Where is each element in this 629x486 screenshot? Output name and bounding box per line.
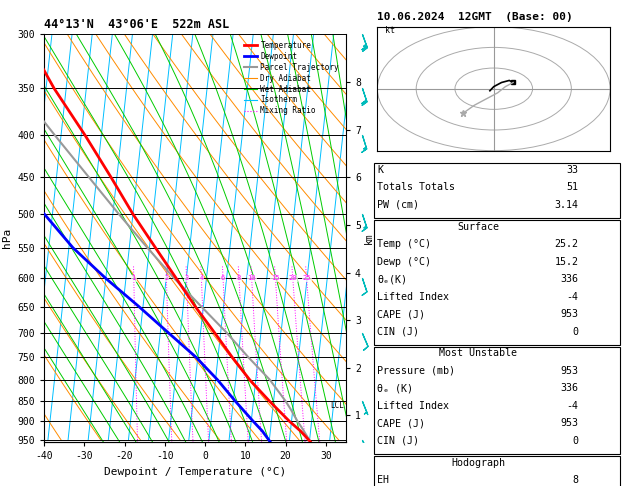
Text: 2: 2: [164, 276, 169, 281]
Y-axis label: hPa: hPa: [2, 228, 12, 248]
Text: 0: 0: [572, 327, 579, 337]
Text: EH: EH: [377, 475, 389, 486]
Text: Temp (°C): Temp (°C): [377, 239, 431, 249]
Text: kt: kt: [385, 26, 395, 35]
Text: θₑ(K): θₑ(K): [377, 274, 408, 284]
Text: PW (cm): PW (cm): [377, 200, 420, 210]
Text: -4: -4: [567, 292, 579, 302]
Text: 15.2: 15.2: [555, 257, 579, 267]
Text: Most Unstable: Most Unstable: [439, 348, 517, 359]
Text: 336: 336: [560, 274, 579, 284]
Y-axis label: km
ASL: km ASL: [364, 229, 385, 247]
Text: 953: 953: [560, 366, 579, 376]
Text: Surface: Surface: [457, 222, 499, 232]
Text: 3: 3: [184, 276, 189, 281]
Text: Lifted Index: Lifted Index: [377, 292, 449, 302]
Text: 44°13'N  43°06'E  522m ASL: 44°13'N 43°06'E 522m ASL: [44, 18, 230, 32]
Text: Pressure (mb): Pressure (mb): [377, 366, 455, 376]
Text: 25.2: 25.2: [555, 239, 579, 249]
Text: 15: 15: [271, 276, 280, 281]
Text: θₑ (K): θₑ (K): [377, 383, 413, 394]
Text: 8: 8: [572, 475, 579, 486]
Text: 4: 4: [199, 276, 204, 281]
Text: CIN (J): CIN (J): [377, 327, 420, 337]
Text: Totals Totals: Totals Totals: [377, 182, 455, 192]
Text: 10: 10: [247, 276, 256, 281]
Text: Lifted Index: Lifted Index: [377, 401, 449, 411]
Legend: Temperature, Dewpoint, Parcel Trajectory, Dry Adiabat, Wet Adiabat, Isotherm, Mi: Temperature, Dewpoint, Parcel Trajectory…: [240, 38, 342, 119]
X-axis label: Dewpoint / Temperature (°C): Dewpoint / Temperature (°C): [104, 467, 286, 477]
Text: Hodograph: Hodograph: [451, 458, 505, 468]
Text: 20: 20: [289, 276, 297, 281]
Text: -4: -4: [567, 401, 579, 411]
Text: 953: 953: [560, 418, 579, 429]
Text: K: K: [377, 165, 384, 175]
Text: 1: 1: [131, 276, 136, 281]
Text: 8: 8: [237, 276, 241, 281]
Text: CAPE (J): CAPE (J): [377, 309, 425, 319]
Text: Dewp (°C): Dewp (°C): [377, 257, 431, 267]
Text: CAPE (J): CAPE (J): [377, 418, 425, 429]
Text: LCL: LCL: [330, 401, 344, 410]
Text: 33: 33: [567, 165, 579, 175]
Text: 3.14: 3.14: [555, 200, 579, 210]
Text: 25: 25: [303, 276, 311, 281]
Text: 336: 336: [560, 383, 579, 394]
Text: 51: 51: [567, 182, 579, 192]
Text: CIN (J): CIN (J): [377, 436, 420, 446]
Text: 0: 0: [572, 436, 579, 446]
Text: 953: 953: [560, 309, 579, 319]
Text: 6: 6: [221, 276, 225, 281]
Text: 10.06.2024  12GMT  (Base: 00): 10.06.2024 12GMT (Base: 00): [377, 12, 573, 22]
